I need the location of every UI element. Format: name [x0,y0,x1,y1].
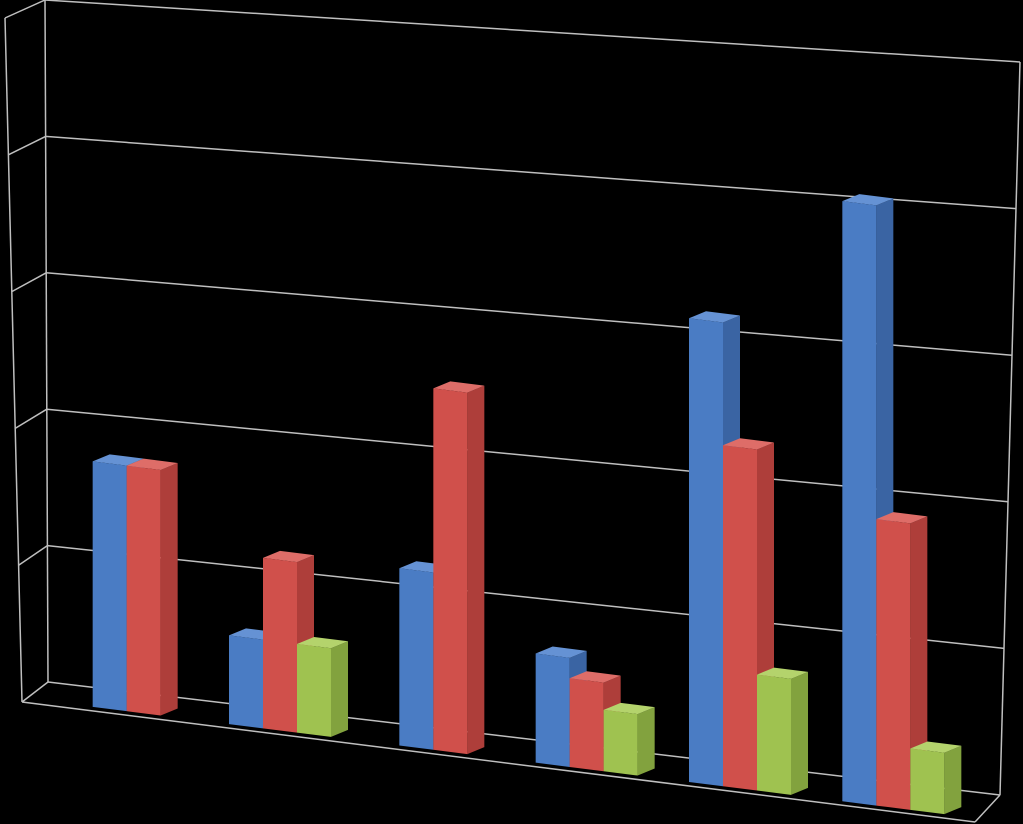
bar-series-2-cat-3 [433,381,485,755]
bar-top [689,311,740,323]
bar-front [399,568,434,750]
bar-front [723,445,757,791]
bar-front [433,388,468,755]
bar-front [689,318,723,787]
bar-top [92,454,144,466]
floor-back-edge [47,681,1001,796]
gridline-side [11,272,47,293]
bar-top [910,741,962,753]
bar-side [944,745,962,815]
bar-side [467,385,485,755]
bar-series-3-cat-5 [757,667,808,795]
bar-top [263,550,314,563]
bar-front [126,465,161,716]
floor-front-edge [21,701,976,823]
bar-front [876,519,911,810]
bar-front [263,557,297,733]
bar-series-3-cat-4 [603,702,655,776]
bar-series-2-cat-6 [876,512,928,810]
bar-top [569,671,621,683]
side-wall-top-edge [4,0,46,19]
back-wall-left-edge [44,0,49,683]
bar-top [757,667,808,679]
floor-right-edge [974,794,1001,823]
bar-side [910,516,928,810]
bar-series-3-cat-2 [297,636,348,737]
bar-top [433,381,485,393]
bar-top [876,512,928,524]
bar-side [331,641,348,737]
bars [92,194,962,815]
bar-side [160,462,178,716]
chart-frame [4,0,1021,823]
bar-top [842,194,894,206]
bar-top [723,438,774,450]
bar-front [535,653,570,767]
bar-front [603,709,638,776]
bar-series-2-cat-1 [126,458,178,716]
gridline-side [18,544,48,566]
bar-front [757,674,791,795]
back-wall-top-edge [44,0,1021,63]
bar-front [229,635,263,729]
bar-top [126,458,178,470]
bar-front [569,678,604,772]
back-wall-right-edge [999,61,1021,796]
bar-series-3-cat-6 [910,741,962,815]
bar-top [535,646,587,658]
bar-top [603,702,655,715]
gridline-side [14,408,48,430]
bar-side [791,671,808,795]
bar-front [842,201,877,806]
bar-top [297,636,348,649]
bar-front [910,748,945,815]
floor-left-edge [21,681,49,703]
gridline-side [8,135,46,156]
bar-front [92,461,127,712]
side-wall-front-edge [4,17,23,703]
bar-side [637,707,655,776]
bar-front [297,643,331,737]
